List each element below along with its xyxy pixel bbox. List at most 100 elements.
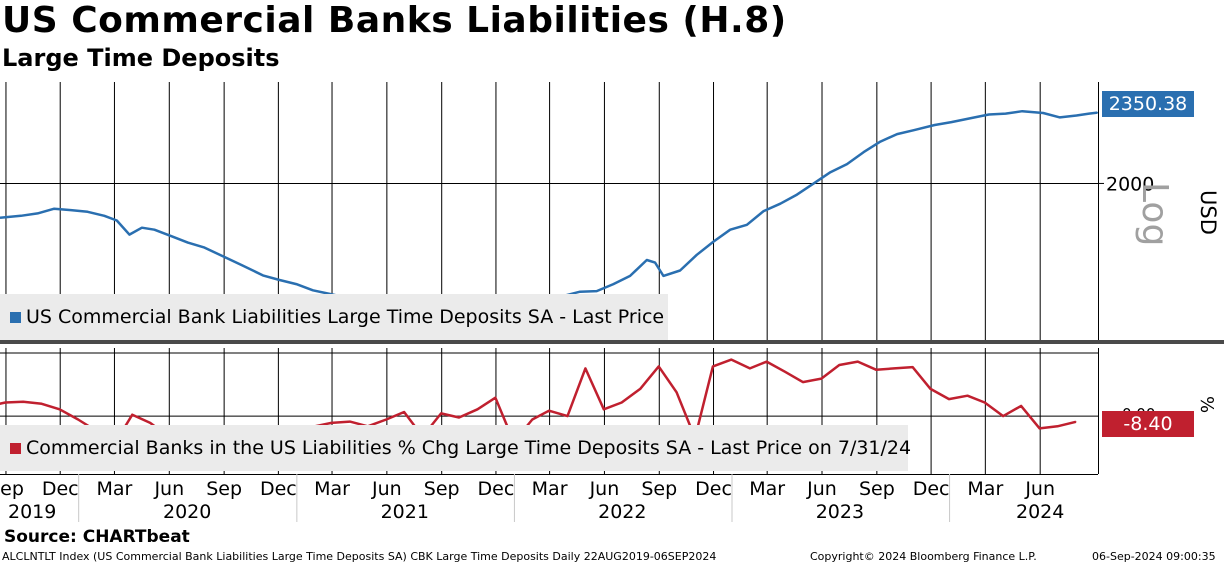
top-series-line-point: [1088, 113, 1090, 115]
top-series-line-point: [170, 235, 172, 237]
x-month-label: Mar: [97, 478, 133, 500]
top-series-line-point: [696, 254, 698, 256]
top-legend-label: US Commercial Bank Liabilities Large Tim…: [26, 306, 665, 328]
bottom-series-line-point: [838, 364, 840, 366]
bottom-series-line-point: [1056, 425, 1059, 427]
bottom-series-line-point: [385, 418, 387, 421]
bottom-series-line-point: [131, 414, 133, 416]
top-series-line-point: [1021, 110, 1023, 112]
x-year-label: 2019: [8, 501, 56, 523]
grid-layer: [0, 82, 1224, 474]
bottom-series-line-point: [875, 369, 877, 371]
top-series-line-point: [141, 227, 143, 229]
top-series-line-point: [20, 215, 22, 217]
top-series-line-point: [1005, 113, 1007, 115]
bottom-series-line-point: [820, 378, 823, 380]
bottom-series-line-point: [22, 401, 24, 403]
bottom-last-value-badge: -8.40: [1102, 411, 1194, 437]
top-series-line-point: [629, 275, 631, 277]
x-year-label: 2024: [1016, 501, 1064, 523]
x-month-label: Jun: [371, 478, 402, 500]
x-year-label: 2020: [163, 501, 211, 523]
top-series-line-point: [813, 182, 815, 184]
bottom-series-line-point: [912, 366, 914, 368]
x-year-label: 2022: [598, 501, 646, 523]
bottom-legend: Commercial Banks in the US Liabilities %…: [0, 425, 911, 471]
top-last-value-badge: 2350.38: [1102, 91, 1194, 117]
top-series-line-point: [971, 117, 973, 119]
bottom-series-line-point: [1002, 415, 1004, 417]
bottom-series-line-point: [712, 365, 714, 367]
bottom-series-line-point: [476, 408, 479, 410]
top-series-line-point: [37, 212, 39, 214]
top-series-line-point: [153, 229, 155, 231]
bottom-series-line-point: [1020, 405, 1022, 407]
top-y-tick-label: 2000: [1106, 173, 1154, 195]
bottom-series-line-point: [149, 422, 151, 424]
source-note: Source: CHARTbeat: [4, 527, 190, 547]
top-series-line-point: [241, 264, 243, 266]
top-series-line-point: [224, 256, 226, 258]
bottom-series-line-point: [893, 367, 895, 369]
bottom-series-line-point: [566, 415, 569, 417]
x-month-label: Jun: [1024, 478, 1055, 500]
bottom-series-line-point: [494, 397, 496, 399]
top-series-line-point: [1075, 114, 1078, 117]
bottom-series-line-point: [948, 398, 950, 400]
top-series-line-point: [712, 241, 715, 243]
x-year-label: 2023: [816, 501, 864, 523]
x-month-label: Dec: [478, 478, 515, 500]
top-series-line-point: [846, 163, 848, 165]
bottom-series-line-point: [929, 388, 932, 390]
x-month-label: Sep: [424, 478, 460, 500]
top-series-line-point: [988, 113, 990, 116]
x-month-label: Mar: [749, 478, 785, 500]
top-series-line-point: [596, 290, 598, 292]
bottom-series-line-point: [621, 401, 623, 404]
top-series-line-point: [863, 151, 865, 153]
x-month-label: Jun: [806, 478, 837, 500]
top-series-line-point: [295, 283, 297, 285]
bottom-series-line-point: [802, 381, 804, 383]
bottom-last-value: -8.40: [1123, 413, 1173, 435]
bottom-series-line-point: [1039, 427, 1041, 429]
bottom-series-line-point: [603, 408, 605, 410]
top-series-line: [0, 109, 1098, 316]
top-series-line-point: [579, 291, 581, 293]
top-series-line-point: [879, 141, 882, 143]
top-series-line-point: [796, 194, 798, 196]
footer-copyright: Copyright© 2024 Bloomberg Finance L.P.: [810, 550, 1037, 563]
panel-separator: [0, 340, 1224, 344]
top-series-line-point: [646, 259, 648, 261]
top-unit-label: USD: [1196, 190, 1220, 235]
bottom-series-line-point: [984, 401, 986, 404]
top-series-line-point: [679, 269, 681, 272]
top-series-line-point: [612, 283, 615, 285]
bottom-series-line-point: [330, 422, 332, 424]
bottom-series-line-point: [966, 395, 969, 397]
top-series-line-point: [654, 262, 656, 264]
x-month-label: Mar: [967, 478, 1003, 500]
bottom-series-line-point: [458, 416, 460, 419]
top-series-line-point: [128, 234, 130, 236]
bottom-series-line-point: [440, 412, 442, 414]
x-month-label: Sep: [206, 478, 242, 500]
x-month-label: Dec: [42, 478, 79, 500]
bottom-series-line-point: [676, 391, 678, 393]
bottom-series-line-point: [4, 401, 6, 404]
x-month-label: Mar: [532, 478, 568, 500]
top-series-line-point: [829, 171, 832, 173]
bottom-series-line-point: [548, 410, 550, 412]
top-series-line-point: [1096, 112, 1098, 114]
x-month-label: Mar: [314, 478, 350, 500]
bottom-series-line-point: [403, 411, 405, 413]
x-month-label: Jun: [153, 478, 184, 500]
bottom-series-line-point: [349, 421, 351, 423]
top-series-line-point: [950, 121, 953, 123]
top-series-line-point: [312, 289, 314, 291]
bottom-series-line-point: [1075, 421, 1077, 423]
x-month-label: Dec: [695, 478, 732, 500]
bottom-series-line-point: [77, 418, 79, 421]
bottom-legend-swatch: [10, 442, 21, 454]
bottom-series-line-point: [749, 367, 751, 369]
